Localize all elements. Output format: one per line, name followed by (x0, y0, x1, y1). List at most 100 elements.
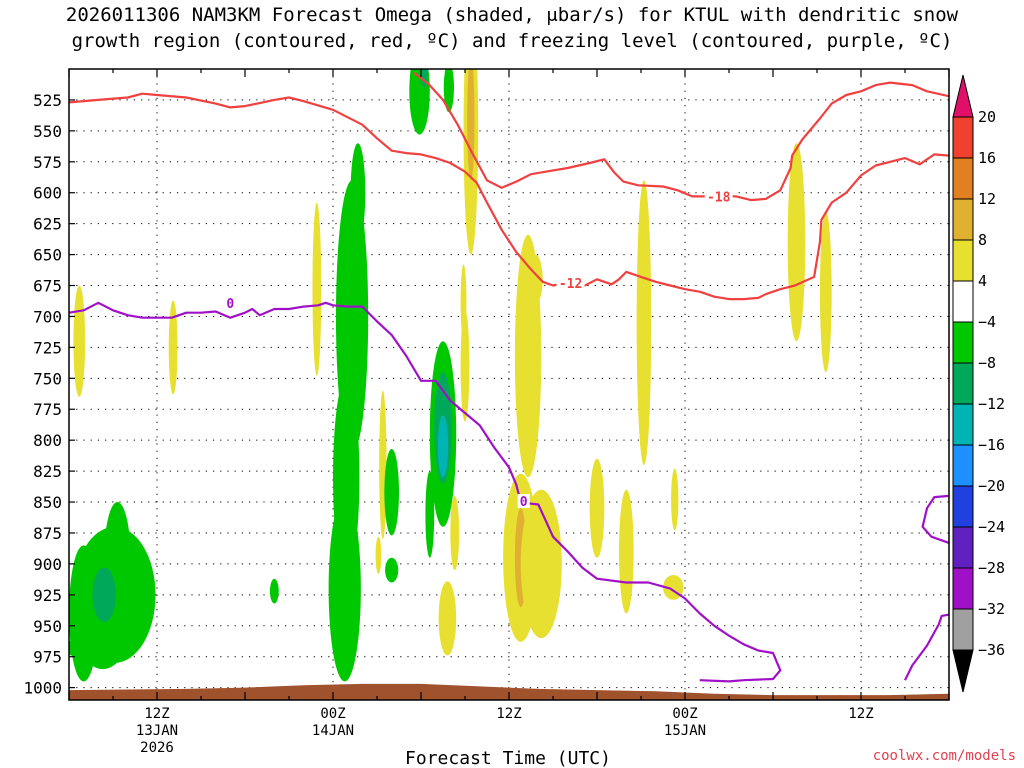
minus12-isotherm-label: -12 (559, 277, 582, 292)
colorbar-label-13: −36 (978, 641, 1005, 659)
ground-terrain (69, 683, 949, 700)
omega-blob-22 (460, 310, 470, 422)
minus12-isotherm (69, 92, 949, 301)
colorbar-label-8: −16 (978, 436, 1005, 454)
y-tick-label-775: 775 (33, 400, 62, 419)
omega-blob-15 (443, 69, 454, 113)
colorbar-band-5 (952, 321, 974, 364)
omega-blob-28 (520, 489, 562, 639)
colorbar-label-1: 16 (978, 149, 996, 167)
y-tick-label-625: 625 (33, 215, 62, 234)
colorbar-label-0: 20 (978, 108, 996, 126)
x-tick-label-0-1: 13JAN (136, 723, 178, 739)
y-tick-label-900: 900 (33, 555, 62, 574)
y-tick-label-850: 850 (33, 493, 62, 512)
y-tick-label-975: 975 (33, 648, 62, 667)
x-tick-label-3-1: 15JAN (664, 723, 706, 739)
colorbar-band-4 (952, 280, 974, 323)
omega-blob-2 (312, 202, 322, 376)
minus18-isotherm-label-bg (704, 188, 733, 204)
colorbar-band-12 (952, 608, 974, 651)
colorbar-band-11 (952, 567, 974, 610)
freezing-level-main (69, 301, 782, 683)
omega-blob-40 (69, 545, 99, 682)
y-tick-label-1000: 1000 (23, 679, 62, 698)
colorbar-label-3: 8 (978, 231, 987, 249)
colorbar-band-10 (952, 526, 974, 569)
freezing-label-bg-1 (517, 494, 530, 509)
y-tick-label-800: 800 (33, 431, 62, 450)
omega-blob-1 (168, 300, 178, 395)
y-tick-label-600: 600 (33, 184, 62, 203)
colorbar-band-6 (952, 362, 974, 405)
colorbar-label-10: −24 (978, 518, 1005, 536)
x-tick-label-0-2: 2026 (140, 740, 174, 756)
minus12-isotherm-label-bg (556, 275, 585, 291)
y-tick-label-950: 950 (33, 617, 62, 636)
x-tick-label-0-0: 12Z (144, 706, 169, 722)
colorbar-label-5: −4 (978, 313, 996, 331)
credit-link[interactable]: coolwx.com/models (873, 748, 1016, 764)
freezing-level-right-bottom (904, 613, 949, 681)
colorbar-label-4: 4 (978, 272, 987, 290)
omega-blob-19 (437, 415, 449, 478)
omega-blob-30 (528, 254, 543, 305)
omega-blob-10 (384, 448, 399, 536)
x-tick-label-2-0: 12Z (496, 706, 521, 722)
y-tick-label-875: 875 (33, 524, 62, 543)
omega-blob-16 (425, 471, 435, 558)
omega-blob-25 (467, 69, 475, 181)
freezing-level-label-0: 0 (226, 297, 234, 312)
y-tick-label-650: 650 (33, 246, 62, 265)
colorbar-label-9: −20 (978, 477, 1005, 495)
colorbar-band-9 (952, 485, 974, 528)
colorbar-band-1 (952, 157, 974, 200)
omega-blob-23 (460, 264, 467, 339)
colorbar-band-8 (952, 444, 974, 487)
colorbar-top-arrow (952, 74, 974, 118)
y-tick-label-525: 525 (33, 91, 62, 110)
y-tick-label-825: 825 (33, 462, 62, 481)
freezing-level-label-1: 0 (520, 495, 528, 510)
omega-blob-37 (819, 211, 832, 373)
x-tick-label-3-0: 00Z (672, 706, 697, 722)
y-tick-label-675: 675 (33, 277, 62, 296)
colorbar-label-11: −28 (978, 559, 1005, 577)
colorbar-label-7: −12 (978, 395, 1005, 413)
omega-blob-7 (340, 620, 355, 671)
colorbar-bottom-arrow (952, 649, 974, 693)
y-axis: 525 550 575 600 625 650 675 700 725 750 775 800 825 8… (23, 91, 75, 698)
omega-blob-31 (589, 458, 605, 558)
colorbar: 20 16 12 8 4 −4 −8 −12 −16 −20 −24 −28 −32 −36 (952, 74, 1005, 693)
omega-blob-43 (69, 638, 103, 658)
omega-blob-33 (636, 180, 652, 465)
freezing-level-right-top (921, 494, 949, 544)
omega-blob-36 (787, 143, 806, 342)
omega-blob-0 (73, 285, 86, 397)
omega-blob-20 (438, 581, 457, 656)
omega-blob-32 (619, 489, 634, 614)
omega-shading-layer (69, 69, 832, 682)
omega-blob-42 (92, 567, 116, 623)
contour-labels-layer: -12 -18 0 0 (224, 188, 733, 510)
colorbar-band-0 (952, 116, 974, 159)
chart-title-line-1: 2026011306 NAM3KM Forecast Omega (shaded… (65, 4, 959, 26)
y-tick-label-725: 725 (33, 338, 62, 357)
x-tick-label-1-1: 14JAN (312, 723, 354, 739)
colorbar-label-2: 12 (978, 190, 996, 208)
omega-blob-34 (671, 468, 679, 531)
omega-blob-8 (379, 390, 387, 540)
omega-blob-12 (269, 578, 279, 604)
x-tick-label-4-0: 12Z (848, 706, 873, 722)
minus18-isotherm (413, 71, 949, 202)
chart-title-line-2: growth region (contoured, red, ºC) and f… (71, 30, 953, 52)
omega-blob-11 (385, 557, 399, 583)
y-tick-label-575: 575 (33, 153, 62, 172)
x-axis-title: Forecast Time (UTC) (405, 748, 611, 768)
freezing-label-bg-0 (224, 296, 237, 311)
x-tick-label-1-0: 00Z (320, 706, 345, 722)
omega-blob-9 (375, 536, 382, 574)
y-tick-label-700: 700 (33, 307, 62, 326)
colorbar-label-12: −32 (978, 600, 1005, 618)
